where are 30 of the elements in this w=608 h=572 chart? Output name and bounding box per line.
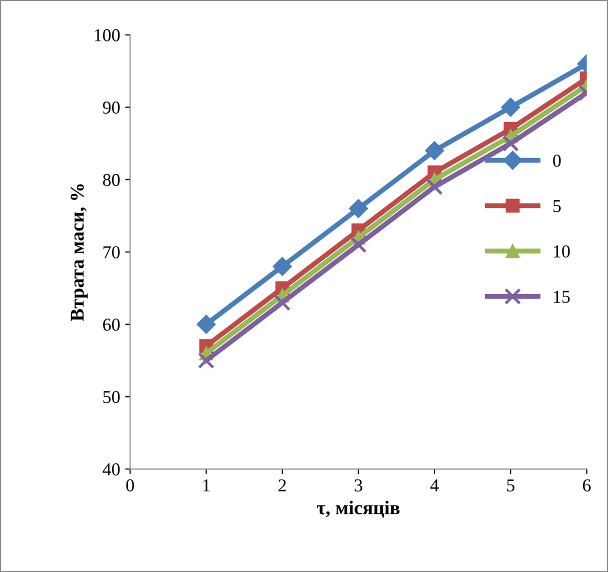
y-axis-title: Втрата маси, %	[70, 184, 88, 322]
point	[198, 352, 215, 369]
y-tick-label: 70	[104, 246, 120, 258]
y-tick-label: 90	[102, 102, 120, 114]
point	[196, 314, 216, 334]
point	[426, 178, 443, 196]
point	[350, 236, 367, 254]
y-tick-label: 50	[103, 390, 120, 404]
x-tick-label: 4	[430, 479, 439, 492]
x-tick-label: 0	[126, 479, 134, 492]
point	[274, 294, 291, 311]
x-tick-label: 5	[507, 479, 514, 492]
point	[348, 199, 368, 218]
y-tick-label: 60	[103, 318, 120, 331]
legend-label: 0	[553, 154, 561, 167]
x-tick-label: 3	[354, 479, 362, 492]
point	[502, 135, 519, 152]
legend-label: 10	[554, 245, 570, 258]
x-tick-label: 6	[582, 479, 591, 492]
legend-label: 15	[554, 290, 570, 303]
x-tick-label: 2	[278, 479, 286, 492]
y-tick-label: 100	[94, 29, 120, 42]
point	[424, 141, 444, 160]
y-tick-label: 40	[102, 463, 120, 476]
x-axis-title: τ, місяців	[317, 500, 400, 518]
point	[501, 98, 520, 117]
point	[272, 256, 292, 276]
y-tick-label: 80	[103, 174, 120, 186]
legend-label: 5	[553, 200, 561, 212]
x-tick-label: 1	[203, 479, 210, 492]
